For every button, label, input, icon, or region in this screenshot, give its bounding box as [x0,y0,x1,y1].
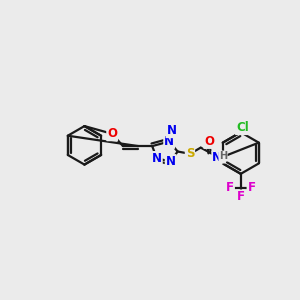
Text: H: H [219,151,227,161]
Text: N: N [212,151,222,164]
Text: N: N [166,155,176,168]
Text: S: S [186,147,194,160]
Text: H: H [216,153,225,163]
Text: O: O [107,127,117,140]
Text: F: F [248,181,256,194]
Text: F: F [226,181,234,194]
Text: N: N [167,124,176,137]
Text: Cl: Cl [236,121,249,134]
Text: F: F [237,190,245,203]
Text: N: N [164,135,174,148]
Text: O: O [204,135,214,148]
Text: N: N [152,152,162,165]
